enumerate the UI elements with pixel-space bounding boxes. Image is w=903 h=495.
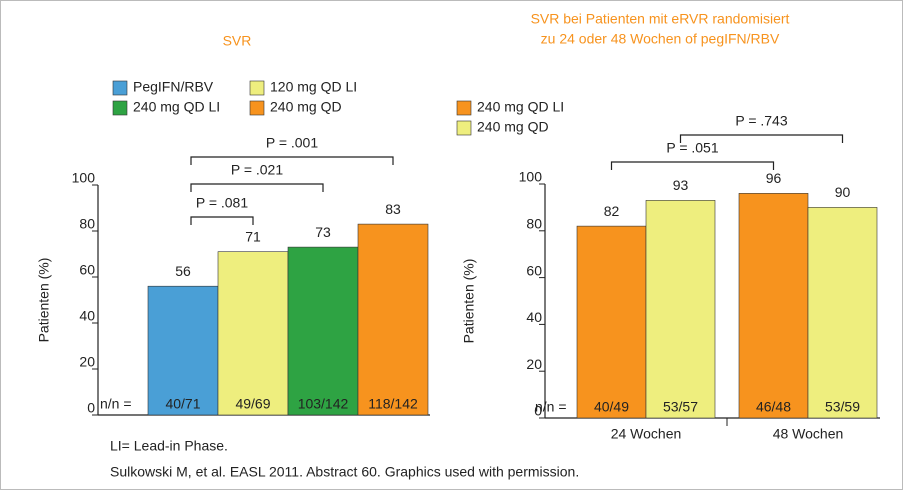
y-tick-label: 40 (79, 308, 95, 324)
legend-swatch (456, 100, 472, 116)
n-label: 40/71 (165, 396, 200, 412)
value-label: 96 (766, 170, 782, 186)
bracket (679, 134, 844, 143)
p-value: P = .021 (231, 162, 284, 178)
p-value: P = .051 (666, 140, 719, 156)
y-tick-label: 0 (534, 403, 542, 419)
bar (217, 251, 289, 416)
p-value: P = .081 (196, 195, 249, 211)
value-label: 71 (245, 228, 261, 244)
n-label: 53/59 (825, 399, 860, 415)
n-label: 49/69 (235, 396, 270, 412)
y-tick-label: 80 (526, 216, 542, 232)
p-value: P = .743 (735, 113, 788, 129)
n-label: 53/57 (663, 399, 698, 415)
value-label: 82 (604, 203, 620, 219)
legend-label: 120 mg QD LI (270, 79, 357, 95)
legend-label: PegIFN/RBV (133, 79, 214, 95)
x-tick-label: 24 Wochen (611, 426, 682, 442)
y-tick-label: 60 (526, 262, 542, 278)
legend-swatch (249, 80, 265, 96)
footnote: Sulkowski M, et al. EASL 2011. Abstract … (110, 464, 579, 480)
value-label: 90 (835, 184, 851, 200)
bracket (190, 216, 254, 225)
chart-title: zu 24 oder 48 Wochen of pegIFN/RBV (541, 31, 780, 47)
n-label: 103/142 (298, 396, 349, 412)
n-prefix: n/n = (535, 399, 567, 415)
n-label: 118/142 (368, 396, 418, 412)
y-tick-label: 40 (526, 309, 542, 325)
value-label: 56 (175, 263, 191, 279)
y-tick-label: 20 (526, 356, 542, 372)
y-tick-label: 100 (519, 169, 543, 185)
legend-swatch (456, 120, 472, 136)
n-prefix: n/n = (100, 396, 132, 412)
legend-label: 240 mg QD (270, 99, 342, 115)
bracket (610, 161, 775, 170)
legend-label: 240 mg QD LI (477, 99, 564, 115)
bar (645, 200, 716, 419)
chart-title: SVR bei Patienten mit eRVR randomisiert (531, 11, 790, 27)
legend-label: 240 mg QD LI (133, 99, 220, 115)
legend-swatch (112, 80, 128, 96)
footnote: LI= Lead-in Phase. (110, 438, 228, 454)
p-value: P = .001 (266, 135, 319, 151)
bar (357, 223, 429, 416)
y-tick-label: 100 (72, 170, 96, 186)
y-axis-label: Patienten (%) (36, 258, 52, 343)
bracket (190, 156, 394, 165)
legend-swatch (112, 100, 128, 116)
y-tick-label: 20 (79, 354, 95, 370)
y-tick-label: 0 (87, 400, 95, 416)
bar (147, 285, 219, 416)
y-axis-label: Patienten (%) (461, 259, 477, 344)
n-label: 46/48 (756, 399, 791, 415)
chart-title: SVR (223, 33, 252, 49)
bar (287, 246, 359, 416)
bracket (190, 183, 324, 192)
y-tick-label: 60 (79, 262, 95, 278)
y-tick-label: 80 (79, 216, 95, 232)
value-label: 83 (385, 201, 401, 217)
value-label: 93 (673, 177, 689, 193)
legend-label: 240 mg QD (477, 119, 549, 135)
bar (576, 225, 647, 419)
x-tick-label: 48 Wochen (773, 426, 844, 442)
legend-swatch (249, 100, 265, 116)
bar (738, 193, 809, 419)
bar (807, 207, 878, 419)
value-label: 73 (315, 224, 331, 240)
n-label: 40/49 (594, 399, 629, 415)
